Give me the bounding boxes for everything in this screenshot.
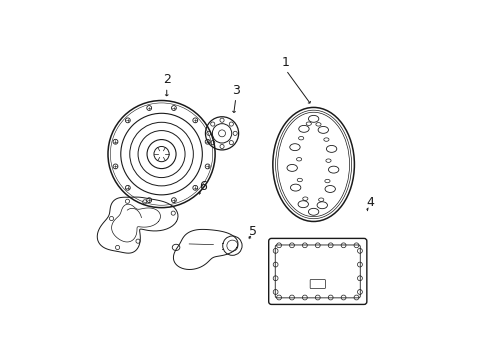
- Text: 2: 2: [163, 73, 170, 86]
- Text: 6: 6: [199, 180, 206, 193]
- Text: 5: 5: [248, 225, 257, 238]
- Text: 1: 1: [282, 56, 289, 69]
- Text: 4: 4: [366, 196, 374, 209]
- Text: 3: 3: [231, 84, 239, 96]
